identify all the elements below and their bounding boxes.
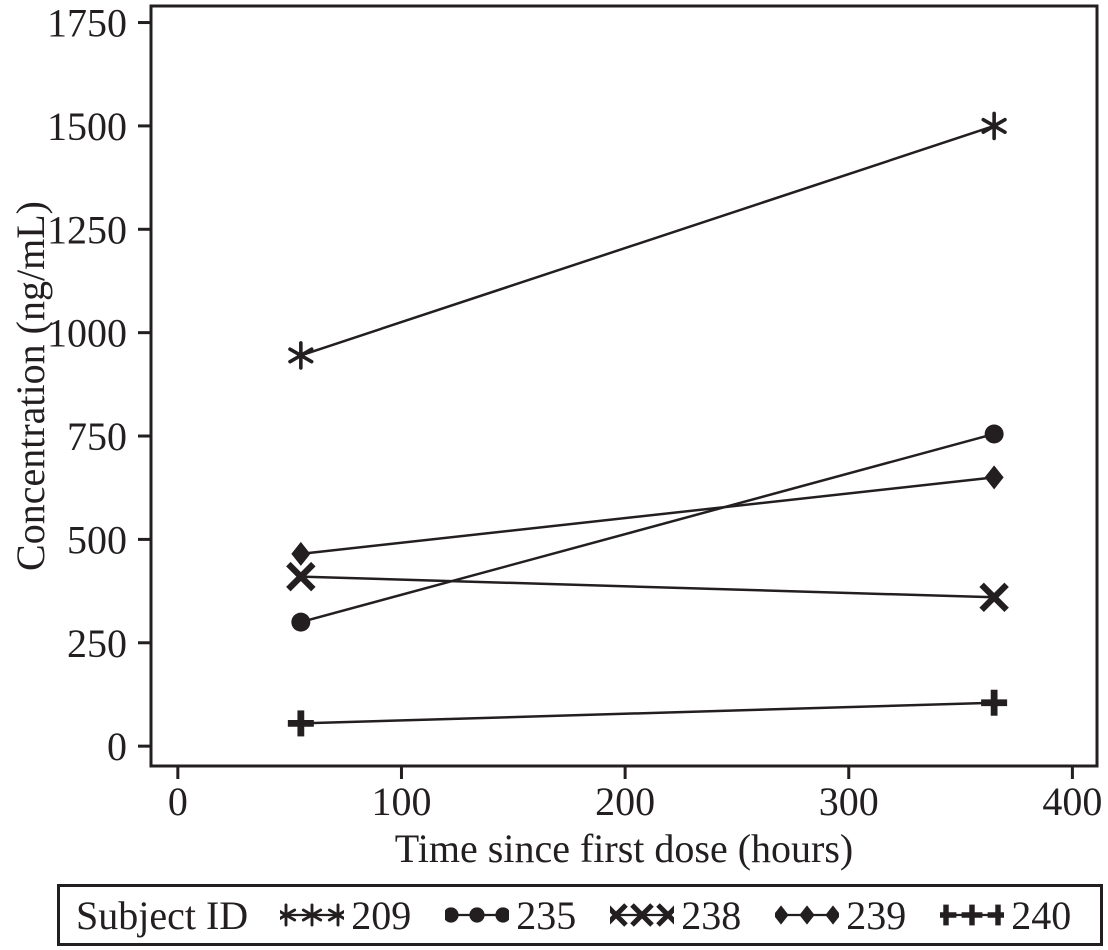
marker-asterisk-icon <box>288 347 314 364</box>
series-240 <box>287 689 1008 737</box>
series-line <box>300 476 995 556</box>
series-line <box>300 701 995 725</box>
y-tick-label: 1250 <box>47 207 127 252</box>
legend-entries: 209 235 238 239 240 <box>280 892 1071 939</box>
marker-circle-icon <box>495 907 510 923</box>
marker-circle-icon <box>445 907 459 923</box>
series-238 <box>286 561 1009 613</box>
marker-asterisk-icon <box>328 908 345 921</box>
y-tick-label: 750 <box>67 414 127 459</box>
legend-entry-label: 209 <box>351 892 412 938</box>
plot-frame <box>149 4 1099 768</box>
legend-marker-sample <box>280 903 345 927</box>
legend-entry-label: 238 <box>681 892 742 938</box>
y-axis-title: Concentration (ng/mL) <box>8 201 53 571</box>
marker-x-icon <box>610 903 628 925</box>
legend-marker-sample <box>445 907 510 923</box>
series-line <box>300 124 995 357</box>
marker-diamond-icon <box>775 905 789 925</box>
x-tick-label: 100 <box>371 779 431 824</box>
legend-entry-209: 209 <box>280 892 411 939</box>
y-tick-label: 1500 <box>47 104 127 149</box>
marker-x-icon <box>656 905 675 927</box>
legend-entry-239: 239 <box>775 892 906 939</box>
y-tick-label: 500 <box>67 517 127 562</box>
x-tick-label: 200 <box>595 779 655 824</box>
legend-entry-235: 235 <box>445 892 576 939</box>
marker-circle-icon <box>984 424 1004 444</box>
series-line <box>300 432 995 624</box>
marker-diamond-icon <box>291 541 311 566</box>
marker-diamond-icon <box>825 905 840 925</box>
marker-asterisk-icon <box>302 908 323 922</box>
legend-marker-sample <box>775 905 840 925</box>
series-line <box>300 575 995 599</box>
y-tick-label: 1750 <box>47 1 127 46</box>
y-tick-label: 1000 <box>47 311 127 356</box>
legend-marker-sample <box>940 904 1005 926</box>
marker-diamond-icon <box>984 465 1004 490</box>
y-tick-label: 0 <box>107 724 127 769</box>
marker-x-icon <box>286 561 316 592</box>
marker-x-icon <box>979 582 1009 613</box>
concentration-time-plot: 0 250 500 750 1000 1250 1500 1750 0 100 200 300 400 T… <box>8 1 1102 871</box>
series-235 <box>291 424 1004 632</box>
marker-circle-icon <box>469 907 485 923</box>
x-tick-label: 400 <box>1042 779 1102 824</box>
legend-entry-238: 238 <box>610 892 741 939</box>
legend-entry-240: 240 <box>940 892 1071 939</box>
x-tick-label: 0 <box>168 779 188 824</box>
legend-entry-label: 235 <box>516 892 577 938</box>
legend-entry-label: 240 <box>1011 892 1072 938</box>
legend: Subject ID 209 235 238 239 240 <box>57 884 1103 946</box>
marker-asterisk-icon <box>280 909 297 922</box>
marker-circle-icon <box>291 612 311 632</box>
series-209 <box>288 111 1007 370</box>
marker-x-icon <box>630 903 654 927</box>
legend-title: Subject ID <box>76 892 249 938</box>
x-axis-title: Time since first dose (hours) <box>395 826 853 871</box>
x-tick-label: 300 <box>819 779 879 824</box>
marker-diamond-icon <box>799 905 815 925</box>
marker-asterisk-icon <box>981 117 1007 134</box>
y-tick-label: 250 <box>67 621 127 666</box>
legend-entry-label: 239 <box>846 892 907 938</box>
series-239 <box>291 465 1004 566</box>
legend-marker-sample <box>610 903 675 927</box>
